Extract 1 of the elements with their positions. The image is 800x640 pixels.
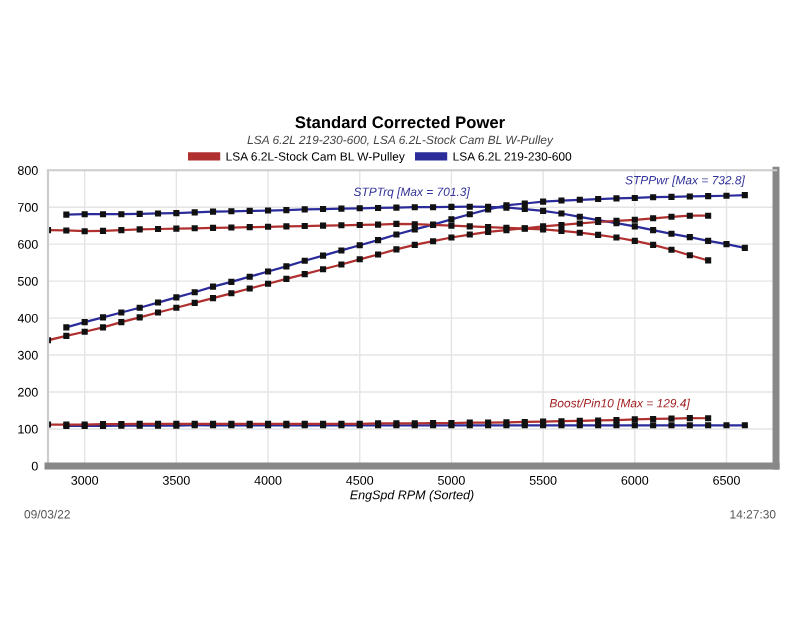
chart-title: Standard Corrected Power [295,115,505,129]
